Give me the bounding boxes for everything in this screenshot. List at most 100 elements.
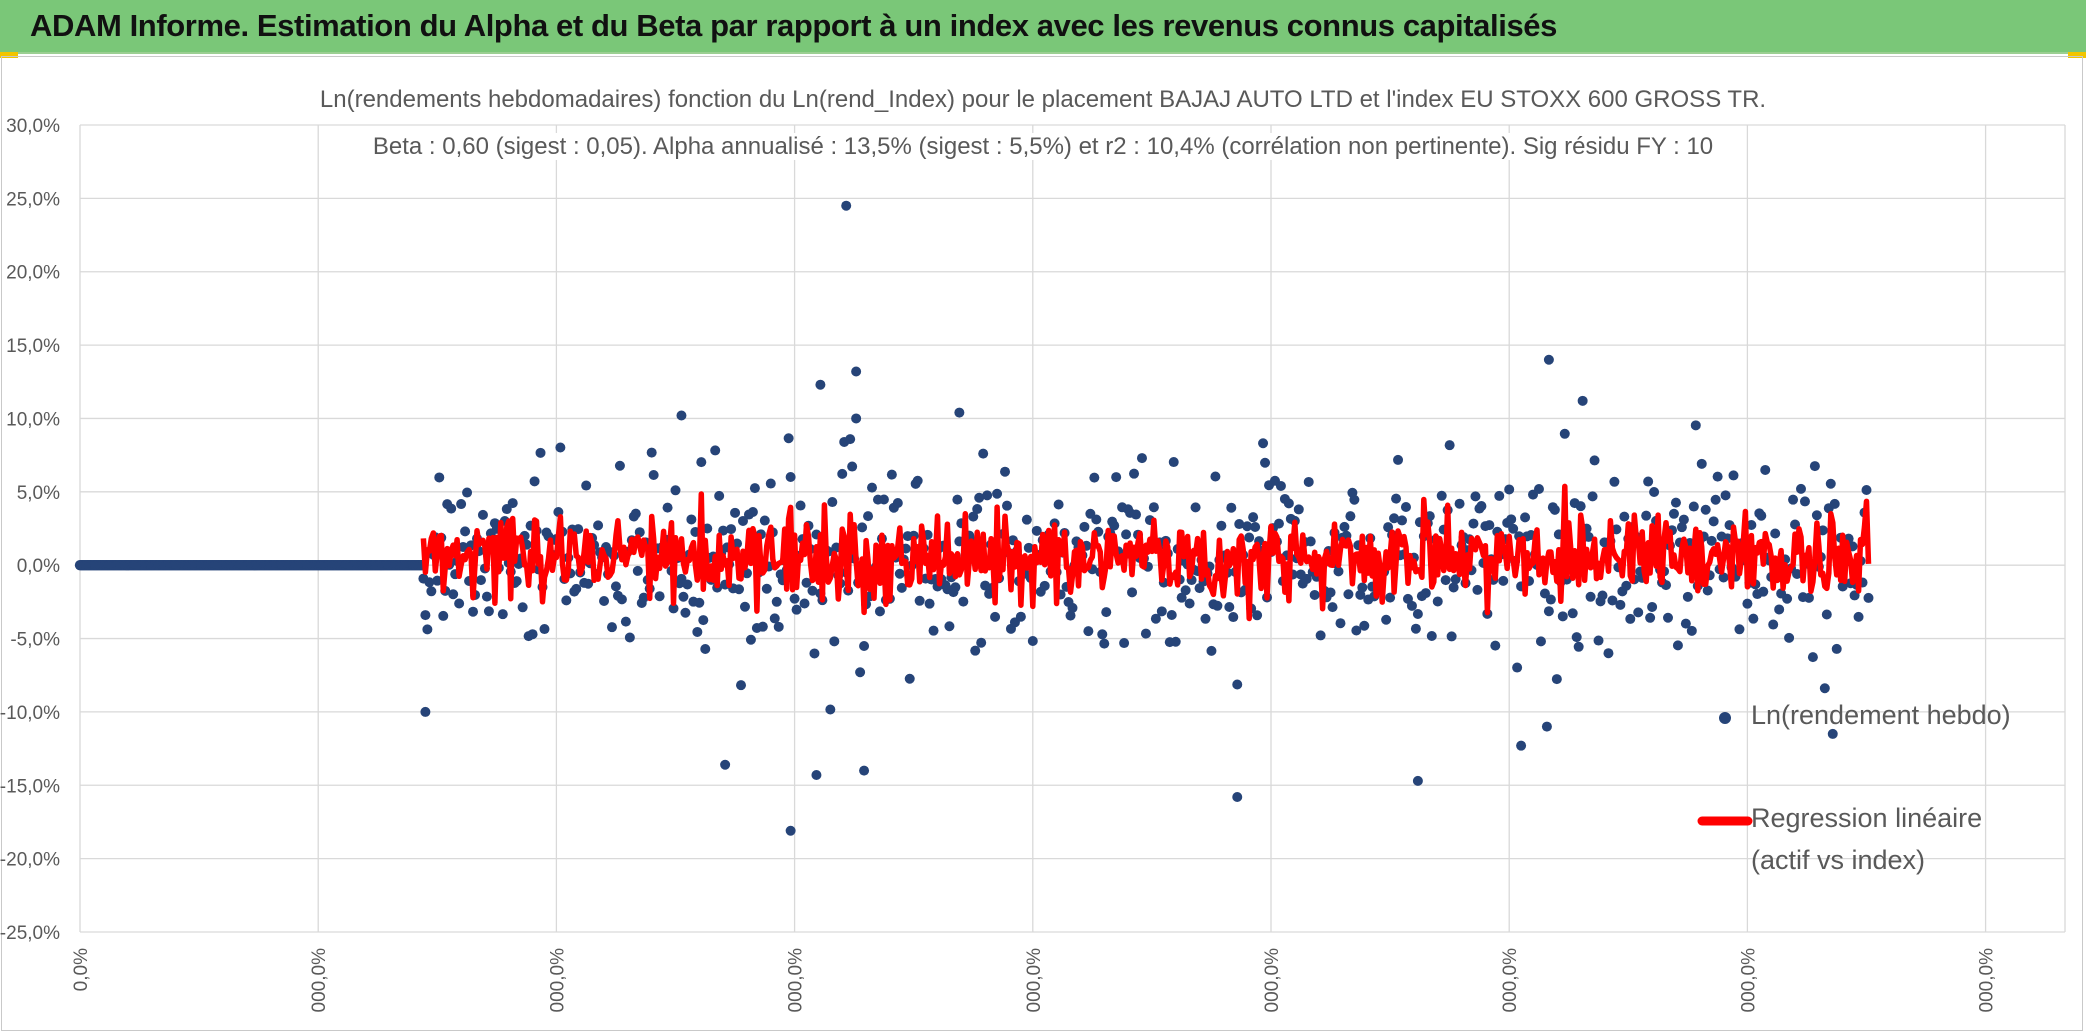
return-point (517, 602, 528, 613)
return-point (1170, 636, 1181, 647)
return-point (952, 494, 963, 505)
return-point (1549, 504, 1560, 515)
return-point (1293, 504, 1304, 515)
return-point (771, 596, 782, 607)
return-point (1440, 575, 1451, 586)
return-point (789, 593, 800, 604)
return-point (1190, 502, 1201, 513)
return-point (616, 594, 627, 605)
y-tick-label: -20,0% (0, 850, 60, 871)
return-point (928, 625, 939, 636)
return-point (1607, 595, 1618, 606)
return-point (1706, 535, 1717, 546)
return-point (714, 490, 725, 501)
return-point (837, 468, 848, 479)
return-point (749, 483, 760, 494)
return-point (511, 576, 522, 587)
return-point (1335, 618, 1346, 629)
return-point (801, 577, 812, 588)
return-point (1535, 636, 1546, 647)
return-point (1343, 589, 1354, 600)
return-point (1206, 645, 1217, 656)
return-point (1027, 636, 1038, 647)
return-point (1710, 494, 1721, 505)
return-point (507, 498, 518, 509)
return-point (432, 575, 443, 586)
return-point (1784, 632, 1795, 643)
return-point (747, 506, 758, 517)
return-point (1244, 532, 1255, 543)
legend-label-regression-2: (actif vs index) (1751, 845, 1926, 875)
return-point (1410, 623, 1421, 634)
return-point (1543, 606, 1554, 617)
return-point (791, 604, 802, 615)
return-point (896, 582, 907, 593)
return-point (1803, 592, 1814, 603)
return-point (1325, 587, 1336, 598)
return-point (1383, 522, 1394, 533)
return-point (1748, 613, 1759, 624)
return-point (1831, 643, 1842, 654)
return-point (1468, 518, 1479, 529)
return-point (1393, 454, 1404, 465)
return-point (1053, 499, 1064, 510)
return-point (581, 480, 592, 491)
return-point (561, 595, 572, 606)
return-point (1097, 629, 1108, 640)
return-point (1760, 464, 1771, 475)
return-point (1234, 519, 1245, 530)
return-point (1829, 498, 1840, 509)
return-point (741, 568, 752, 579)
return-point (1091, 514, 1102, 525)
x-tick-label: 000,0% (1262, 948, 1283, 1013)
return-point (1498, 575, 1509, 586)
return-point (886, 469, 897, 480)
y-tick-label: 25,0% (6, 189, 60, 210)
return-point (795, 500, 806, 511)
return-point (737, 515, 748, 526)
legend-label-regression-1: Regression linéaire (1751, 803, 1983, 833)
return-point (1079, 521, 1090, 532)
return-point (1200, 613, 1211, 624)
return-point (1593, 635, 1604, 646)
return-point (438, 610, 449, 621)
return-point (1559, 428, 1570, 439)
return-point (1470, 491, 1481, 502)
x-tick-label: 000,0% (1738, 948, 1759, 1013)
return-point (422, 624, 433, 635)
outlier-point (954, 407, 965, 418)
return-point (1680, 618, 1691, 629)
return-point (1391, 493, 1402, 504)
return-point (1156, 606, 1167, 617)
return-point (1216, 520, 1227, 531)
return-point (1039, 580, 1050, 591)
return-point (1720, 490, 1731, 501)
legend-marker-scatter (1719, 712, 1731, 724)
return-point (878, 494, 889, 505)
x-tick-label: 000,0% (1024, 948, 1045, 1013)
outlier-point (1516, 740, 1527, 751)
return-point (610, 581, 621, 592)
return-point (1242, 521, 1253, 532)
return-point (1140, 628, 1151, 639)
outlier-point (1543, 354, 1554, 365)
return-point (944, 621, 955, 632)
y-tick-label: 15,0% (6, 336, 60, 357)
outlier-point (785, 825, 796, 836)
return-point (694, 597, 705, 608)
regression-layer (420, 483, 1872, 622)
return-point (769, 613, 780, 624)
y-tick-label: 30,0% (6, 116, 60, 137)
outlier-point (811, 770, 822, 781)
chart-title-text2: Beta : 0,60 (sigest : 0,05). Alpha annua… (366, 133, 1720, 160)
return-point (1583, 531, 1594, 542)
return-point (458, 541, 469, 552)
return-point (1506, 514, 1517, 525)
return-point (686, 514, 697, 525)
return-point (662, 502, 673, 513)
return-point (454, 598, 465, 609)
return-point (1587, 491, 1598, 502)
return-point (1275, 480, 1286, 491)
zero-return-segment (74, 559, 429, 571)
return-point (462, 487, 473, 498)
